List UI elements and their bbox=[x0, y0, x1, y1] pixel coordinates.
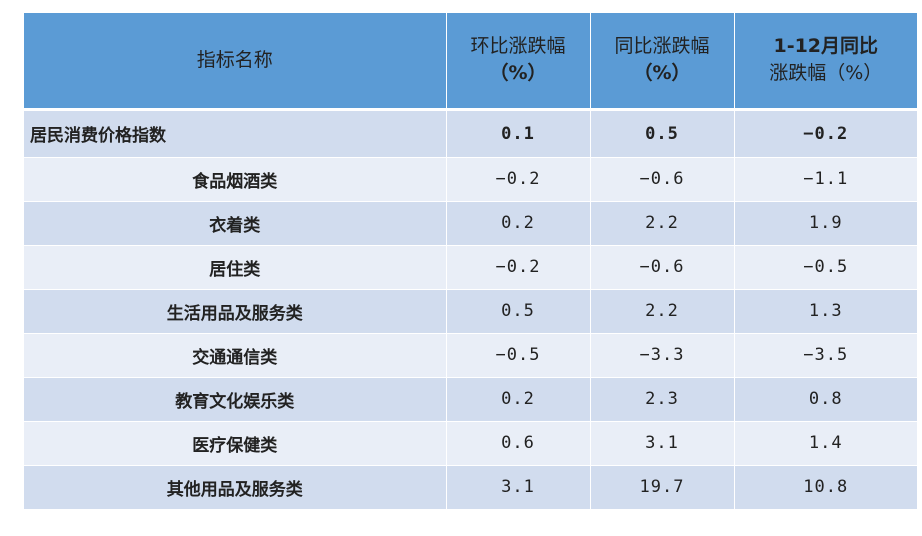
row-ytd: −0.5 bbox=[733, 244, 917, 289]
row-name: 教育文化娱乐类 bbox=[24, 376, 446, 421]
row-mom: 0.1 bbox=[445, 108, 590, 157]
row-yoy: 19.7 bbox=[589, 464, 734, 509]
table-row: 生活用品及服务类 0.5 2.2 1.3 bbox=[24, 288, 917, 333]
header-yoy-change: 同比涨跌幅 （%） bbox=[589, 13, 734, 109]
row-ytd: 1.9 bbox=[733, 200, 917, 245]
row-ytd: −1.1 bbox=[733, 156, 917, 201]
table-row: 食品烟酒类 −0.2 −0.6 −1.1 bbox=[24, 156, 917, 201]
table-body: 居民消费价格指数 0.1 0.5 −0.2 食品烟酒类 −0.2 −0.6 −1… bbox=[24, 108, 917, 509]
row-yoy: 2.3 bbox=[589, 376, 734, 421]
header-ytd-line2: 涨跌幅（%） bbox=[769, 62, 883, 85]
row-yoy: −3.3 bbox=[589, 332, 734, 377]
row-ytd: 10.8 bbox=[733, 464, 917, 509]
table-row: 居民消费价格指数 0.1 0.5 −0.2 bbox=[24, 108, 917, 157]
table-row: 医疗保健类 0.6 3.1 1.4 bbox=[24, 420, 917, 465]
table-row: 其他用品及服务类 3.1 19.7 10.8 bbox=[24, 464, 917, 509]
row-yoy: 3.1 bbox=[589, 420, 734, 465]
row-name: 衣着类 bbox=[24, 200, 446, 245]
row-ytd: 1.3 bbox=[733, 288, 917, 333]
row-ytd: 0.8 bbox=[733, 376, 917, 421]
row-ytd: 1.4 bbox=[733, 420, 917, 465]
table-header: 指标名称 环比涨跌幅 （%） 同比涨跌幅 （%） 1-12月同比 涨跌幅（%） bbox=[24, 13, 917, 109]
header-yoy-line2: （%） bbox=[633, 62, 691, 85]
row-mom: 3.1 bbox=[445, 464, 590, 509]
cpi-table: 指标名称 环比涨跌幅 （%） 同比涨跌幅 （%） 1-12月同比 涨跌幅（%） … bbox=[24, 13, 917, 509]
table-row: 教育文化娱乐类 0.2 2.3 0.8 bbox=[24, 376, 917, 421]
row-mom: 0.6 bbox=[445, 420, 590, 465]
row-name: 其他用品及服务类 bbox=[24, 464, 446, 509]
header-ytd-change: 1-12月同比 涨跌幅（%） bbox=[733, 13, 917, 109]
header-row: 指标名称 环比涨跌幅 （%） 同比涨跌幅 （%） 1-12月同比 涨跌幅（%） bbox=[24, 13, 917, 109]
row-name: 居住类 bbox=[24, 244, 446, 289]
table-row: 居住类 −0.2 −0.6 −0.5 bbox=[24, 244, 917, 289]
table-row: 衣着类 0.2 2.2 1.9 bbox=[24, 200, 917, 245]
row-mom: −0.2 bbox=[445, 156, 590, 201]
row-mom: −0.5 bbox=[445, 332, 590, 377]
row-name: 交通通信类 bbox=[24, 332, 446, 377]
cpi-table-container: 指标名称 环比涨跌幅 （%） 同比涨跌幅 （%） 1-12月同比 涨跌幅（%） … bbox=[24, 13, 917, 509]
row-mom: −0.2 bbox=[445, 244, 590, 289]
row-yoy: −0.6 bbox=[589, 244, 734, 289]
row-name: 生活用品及服务类 bbox=[24, 288, 446, 333]
header-mom-line1: 环比涨跌幅 bbox=[470, 35, 566, 58]
row-mom: 0.2 bbox=[445, 376, 590, 421]
row-mom: 0.2 bbox=[445, 200, 590, 245]
row-yoy: 0.5 bbox=[589, 108, 734, 157]
header-mom-change: 环比涨跌幅 （%） bbox=[445, 13, 590, 109]
row-yoy: 2.2 bbox=[589, 288, 734, 333]
row-yoy: 2.2 bbox=[589, 200, 734, 245]
row-mom: 0.5 bbox=[445, 288, 590, 333]
row-ytd: −0.2 bbox=[733, 108, 917, 157]
header-indicator-name: 指标名称 bbox=[24, 13, 446, 109]
row-name: 食品烟酒类 bbox=[24, 156, 446, 201]
table-row: 交通通信类 −0.5 −3.3 −3.5 bbox=[24, 332, 917, 377]
row-name: 医疗保健类 bbox=[24, 420, 446, 465]
row-name: 居民消费价格指数 bbox=[24, 108, 446, 157]
row-ytd: −3.5 bbox=[733, 332, 917, 377]
header-yoy-line1: 同比涨跌幅 bbox=[614, 35, 710, 58]
row-yoy: −0.6 bbox=[589, 156, 734, 201]
header-mom-line2: （%） bbox=[489, 62, 547, 85]
header-indicator-name-label: 指标名称 bbox=[196, 48, 273, 71]
header-ytd-line1: 1-12月同比 bbox=[773, 35, 879, 58]
